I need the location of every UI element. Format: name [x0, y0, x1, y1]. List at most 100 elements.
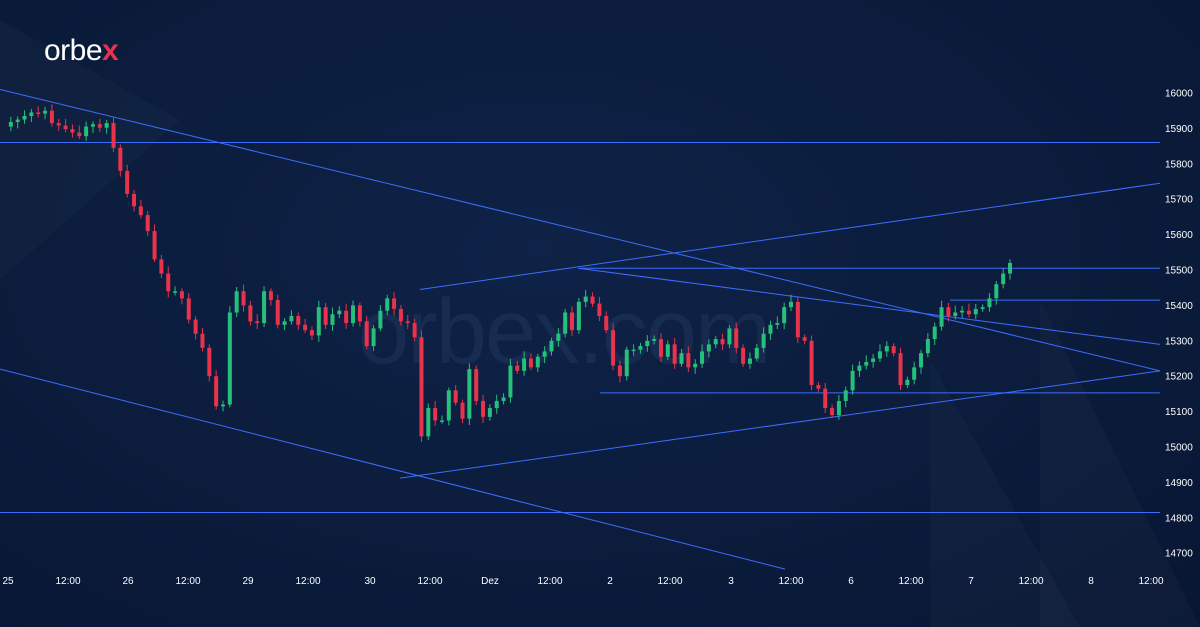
candle	[693, 359, 698, 374]
candle	[179, 288, 184, 305]
x-tick-label: 12:00	[175, 576, 200, 587]
candle	[330, 307, 335, 331]
candle	[282, 318, 287, 331]
candle	[474, 365, 479, 406]
candle	[15, 116, 20, 129]
x-tick-label: 12:00	[1018, 576, 1043, 587]
trend-line[interactable]	[419, 182, 1161, 290]
candle	[309, 326, 314, 341]
decor-shape	[1040, 300, 1200, 627]
candle	[973, 303, 978, 320]
x-tick-label: 12:00	[778, 576, 803, 587]
candle	[337, 306, 342, 319]
candle	[535, 353, 540, 372]
candle	[912, 361, 917, 385]
trend-line[interactable]	[0, 368, 786, 570]
candle	[145, 210, 150, 237]
x-tick-label: 25	[2, 576, 14, 587]
candle	[576, 297, 581, 334]
candle	[939, 300, 944, 331]
candle	[549, 337, 554, 356]
x-tick-label: 29	[242, 576, 254, 587]
candle	[104, 119, 109, 134]
candle	[111, 117, 116, 152]
candle	[207, 344, 212, 382]
y-tick-label: 14700	[1165, 549, 1193, 560]
candle	[248, 300, 253, 326]
y-tick-label: 15200	[1165, 372, 1193, 383]
candle	[624, 346, 629, 381]
candle	[323, 302, 328, 330]
candle	[43, 106, 48, 120]
candle	[193, 316, 198, 340]
candle	[631, 344, 636, 356]
x-tick-label: 6	[848, 576, 854, 587]
candle	[672, 337, 677, 369]
candle	[303, 318, 308, 334]
candle	[268, 288, 273, 306]
y-tick-label: 15500	[1165, 266, 1193, 277]
candle	[960, 306, 965, 318]
candle	[296, 312, 301, 330]
candle	[946, 302, 951, 322]
candle	[645, 335, 650, 352]
candle	[70, 124, 75, 138]
candle	[919, 349, 924, 374]
candle	[864, 355, 869, 370]
candle	[344, 303, 349, 329]
candle	[747, 352, 752, 369]
candle	[665, 340, 670, 360]
candle	[563, 308, 568, 338]
candle	[487, 404, 492, 421]
candle	[63, 118, 68, 133]
candle	[125, 164, 130, 198]
candle	[200, 328, 205, 352]
candle	[871, 353, 876, 368]
candle	[453, 385, 458, 406]
candle	[556, 328, 561, 347]
candle	[467, 363, 472, 426]
x-tick-label: 26	[122, 576, 134, 587]
candle	[782, 302, 787, 330]
candle	[611, 323, 616, 371]
candle	[316, 300, 321, 342]
candle	[262, 286, 267, 327]
candle	[501, 393, 506, 405]
y-tick-label: 15000	[1165, 443, 1193, 454]
candle	[802, 334, 807, 345]
candle	[405, 314, 410, 330]
candle	[761, 327, 766, 353]
x-tick-label: 12:00	[898, 576, 923, 587]
trend-line[interactable]	[0, 88, 1161, 372]
candle	[398, 305, 403, 326]
candle	[816, 381, 821, 392]
candle	[686, 346, 691, 372]
candle	[980, 304, 985, 312]
candle	[357, 302, 362, 327]
candle	[836, 394, 841, 420]
candle	[850, 364, 855, 395]
trend-line[interactable]	[577, 267, 1161, 345]
trend-line[interactable]	[399, 370, 1161, 479]
candle	[823, 382, 828, 414]
candle	[638, 342, 643, 354]
candle	[741, 344, 746, 367]
y-tick-label: 15700	[1165, 195, 1193, 206]
candle	[720, 333, 725, 351]
x-tick-label: 12:00	[657, 576, 682, 587]
candle	[481, 394, 486, 423]
candle	[22, 110, 27, 124]
candle	[8, 116, 13, 132]
candle	[364, 316, 369, 350]
candle	[90, 121, 95, 134]
candle	[994, 280, 999, 305]
candle	[214, 370, 219, 410]
candle	[1008, 259, 1012, 280]
candle	[1001, 267, 1006, 289]
candle	[289, 310, 294, 325]
candle	[932, 322, 937, 346]
candle	[97, 118, 102, 132]
candle	[604, 311, 609, 334]
